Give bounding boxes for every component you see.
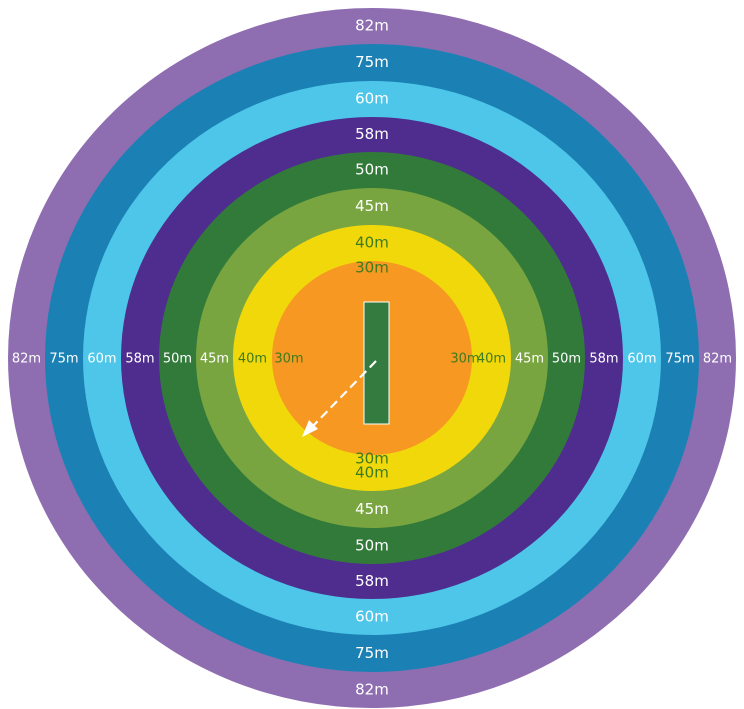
ring-label-58m-bottom: 58m [355, 572, 389, 590]
ring-label-50m-top: 50m [355, 161, 389, 179]
ring-label-75m-right: 75m [665, 352, 694, 367]
ring-label-82m-left: 82m [12, 352, 41, 367]
ring-label-58m-top: 58m [355, 125, 389, 143]
ring-label-30m-right: 30m [450, 352, 479, 367]
ring-label-75m-bottom: 75m [355, 644, 389, 662]
ring-label-30m-top: 30m [355, 259, 389, 277]
dashed-arrow-icon [302, 360, 377, 437]
pitch-rectangle [363, 301, 390, 425]
ring-label-82m-bottom: 82m [355, 681, 389, 699]
ring-label-58m-left: 58m [125, 352, 154, 367]
ring-label-82m-right: 82m [703, 352, 732, 367]
ring-label-60m-bottom: 60m [355, 608, 389, 626]
ring-label-40m-bottom: 40m [355, 464, 389, 482]
ring-label-45m-right: 45m [515, 352, 544, 367]
ring-label-60m-right: 60m [627, 352, 656, 367]
ring-label-75m-left: 75m [49, 352, 78, 367]
ring-label-45m-top: 45m [355, 197, 389, 215]
ring-label-45m-bottom: 45m [355, 500, 389, 518]
ring-label-30m-bottom: 30m [355, 450, 389, 468]
ring-label-82m-top: 82m [355, 17, 389, 35]
ring-label-58m-right: 58m [589, 352, 618, 367]
ring-label-50m-bottom: 50m [355, 537, 389, 555]
ring-label-50m-right: 50m [552, 352, 581, 367]
ring-label-45m-left: 45m [200, 352, 229, 367]
ring-label-40m-left: 40m [238, 352, 267, 367]
ring-label-75m-top: 75m [355, 53, 389, 71]
ring-label-40m-top: 40m [355, 234, 389, 252]
ring-label-60m-top: 60m [355, 90, 389, 108]
ring-label-60m-left: 60m [87, 352, 116, 367]
ring-label-50m-left: 50m [163, 352, 192, 367]
ring-label-40m-right: 40m [477, 352, 506, 367]
ring-label-30m-left: 30m [274, 352, 303, 367]
